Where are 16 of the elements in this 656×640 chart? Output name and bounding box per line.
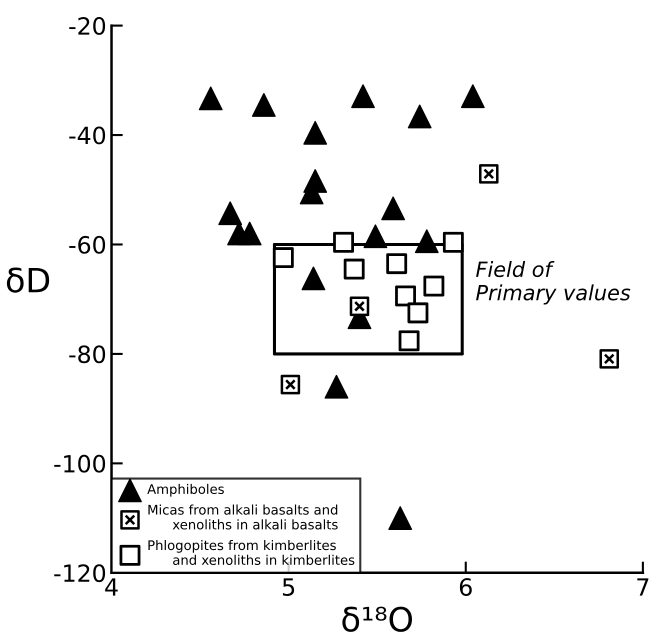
legend-label: Amphiboles [147, 484, 224, 497]
y-tick-label: -60 [69, 236, 106, 254]
x-tick-label: 6 [460, 578, 472, 596]
y-tick-label: -100 [54, 454, 106, 473]
y-tick-label: -80 [69, 345, 106, 364]
y-tick-label: -40 [69, 126, 106, 144]
legend-label: Micas from alkali basalts and xenoliths in alkali basalts [148, 504, 338, 530]
legend-label: Phlogopites from kimberlites and xenoliths in kimberlites [148, 540, 354, 565]
x-tick-label: 7 [637, 578, 648, 596]
x-axis-title: δ¹⁸O [342, 606, 412, 632]
y-axis-title: δD [6, 268, 50, 293]
y-tick-label: -120 [54, 564, 106, 582]
x-tick-label: 4 [105, 578, 118, 596]
y-tick-label: -20 [69, 17, 106, 35]
annotation: Field of Primary values [476, 261, 630, 305]
x-tick-label: 5 [282, 578, 294, 596]
